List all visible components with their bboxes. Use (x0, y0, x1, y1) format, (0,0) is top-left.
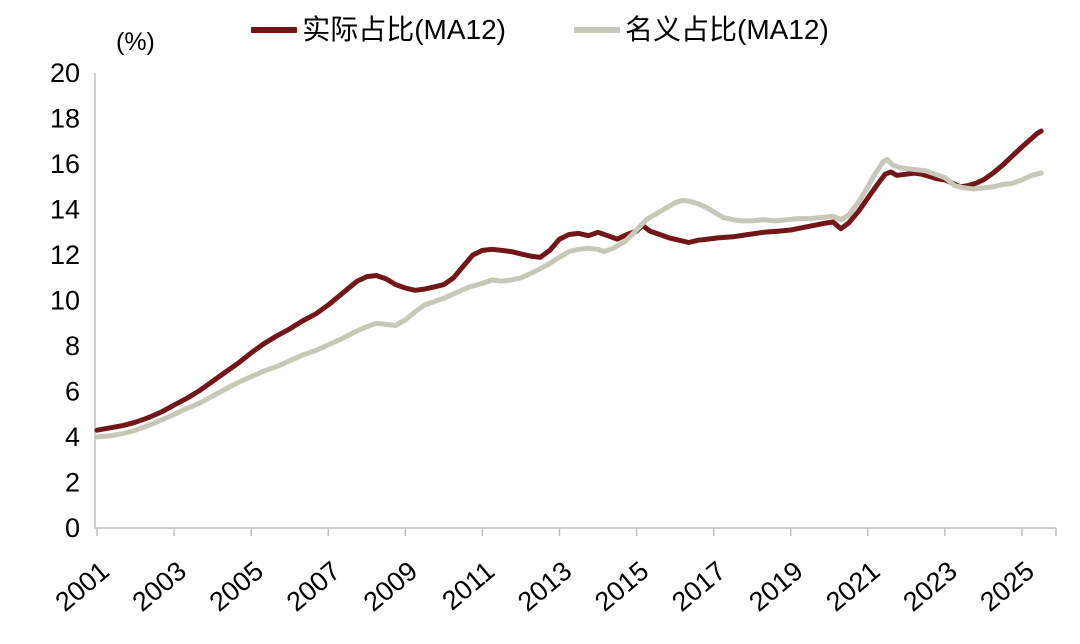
y-tick-label: 2 (65, 468, 80, 498)
y-tick-label: 12 (50, 240, 80, 270)
actual-share-line (94, 128, 1044, 433)
x-tick-label: 2021 (820, 556, 885, 618)
legend-label-nominal-share: 名义占比(MA12) (625, 14, 829, 45)
legend: 实际占比(MA12) 名义占比(MA12) (0, 16, 1080, 44)
x-tick-label: 2025 (975, 556, 1040, 618)
x-tick-label: 2009 (358, 556, 423, 618)
x-tick-label: 2005 (204, 556, 269, 618)
y-tick-label: 10 (50, 286, 80, 316)
y-tick-label: 6 (65, 377, 80, 407)
legend-label-actual-share: 实际占比(MA12) (302, 14, 506, 45)
y-tick-label: 20 (50, 58, 80, 88)
legend-item-nominal-share[interactable]: 名义占比(MA12) (574, 16, 829, 44)
x-tick-label: 2015 (589, 556, 654, 618)
y-tick-label: 16 (50, 149, 80, 179)
axis-lines (94, 73, 1056, 529)
legend-swatch-nominal-share-icon (574, 27, 620, 33)
x-tick-label: 2023 (897, 556, 962, 618)
x-tick-label: 2003 (127, 556, 192, 618)
y-tick-label: 4 (65, 422, 80, 452)
x-tick-label: 2019 (743, 556, 808, 618)
legend-item-actual-share[interactable]: 实际占比(MA12) (251, 16, 506, 44)
nominal-share-line (94, 156, 1044, 440)
x-tick-label: 2017 (666, 556, 731, 618)
x-tick-label: 2001 (50, 556, 115, 618)
x-tick-label: 2007 (281, 556, 346, 618)
y-tick-label: 0 (65, 513, 80, 543)
legend-swatch-actual-share-icon (251, 27, 298, 33)
x-tick-label: 2011 (436, 556, 500, 616)
y-tick-label: 18 (50, 104, 80, 134)
y-tick-label: 14 (50, 195, 80, 225)
y-axis-unit-label: (%) (116, 28, 155, 56)
x-tick-label: 2013 (512, 556, 577, 618)
y-tick-label: 8 (65, 331, 80, 361)
